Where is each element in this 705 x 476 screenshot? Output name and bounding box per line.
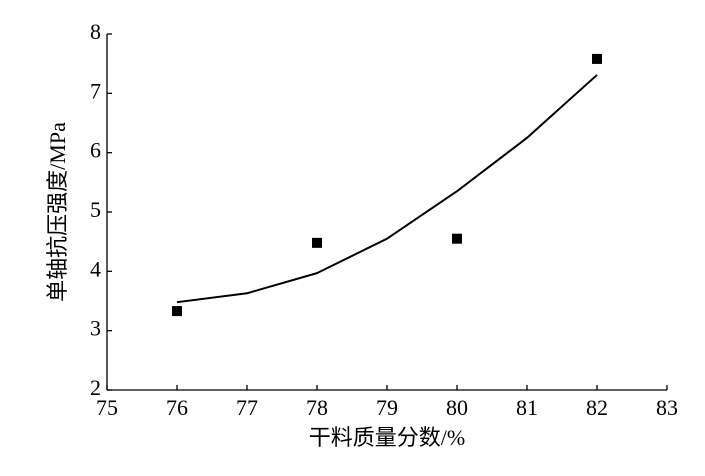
data-point (312, 237, 322, 248)
y-tick-label: 4 (90, 256, 101, 281)
x-tick-label: 75 (96, 395, 118, 420)
x-tick-label: 80 (446, 395, 468, 420)
x-axis-label: 干料质量分数/% (309, 425, 465, 450)
x-tick-label: 76 (166, 395, 188, 420)
x-tick-label: 78 (306, 395, 328, 420)
data-point (452, 233, 462, 244)
y-tick-label: 8 (90, 19, 101, 44)
y-tick-label: 2 (90, 375, 101, 400)
x-tick-label: 79 (376, 395, 398, 420)
data-point (172, 306, 182, 317)
y-axis-label: 单轴抗压强度/MPa (45, 122, 70, 302)
x-tick-label: 82 (586, 395, 608, 420)
x-tick-label: 77 (236, 395, 258, 420)
y-tick-label: 3 (90, 316, 101, 341)
x-tick-label: 81 (516, 395, 538, 420)
y-tick-label: 6 (90, 138, 101, 163)
y-tick-label: 7 (90, 78, 101, 103)
y-tick-label: 5 (90, 197, 101, 222)
fit-curve (176, 74, 598, 304)
x-tick-label: 83 (656, 395, 678, 420)
data-point (592, 53, 602, 64)
